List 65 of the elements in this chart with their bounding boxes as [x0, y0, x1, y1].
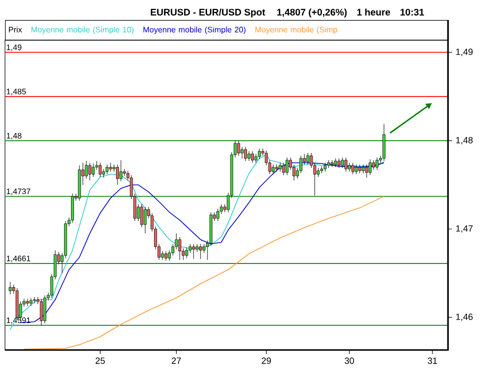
- x-tick-label: 30: [344, 358, 354, 364]
- candlestick: [92, 163, 95, 178]
- candlestick: [161, 250, 164, 260]
- candlestick: [109, 162, 112, 172]
- candlestick: [120, 160, 122, 182]
- candlestick: [382, 124, 386, 162]
- chart-subtitle: 1,4807 (+0,26%): [277, 8, 347, 18]
- candlestick: [116, 164, 119, 186]
- candlestick: [240, 146, 244, 159]
- candlestick: [258, 148, 261, 160]
- ref-line-label: 1,48: [6, 132, 22, 140]
- text: 1 heure: [357, 8, 390, 16]
- candlestick: [88, 162, 92, 181]
- text: 10:31: [400, 8, 424, 16]
- candlestick: [306, 152, 310, 165]
- candlestick: [185, 247, 188, 258]
- ref-line-label: 1,4661: [6, 256, 30, 262]
- y-tick-label: 1,48: [456, 136, 473, 144]
- ref-line-label: 1,485: [6, 88, 26, 96]
- candlestick: [286, 157, 289, 176]
- y-tick-label: 1,47: [456, 225, 473, 233]
- candlestick: [98, 162, 102, 178]
- candlestick: [282, 162, 286, 176]
- candlestick: [71, 193, 74, 224]
- ref-line-label: 1,4737: [6, 188, 30, 196]
- x-tick-label: 31: [428, 358, 437, 364]
- y-axis-title: Prix: [8, 26, 22, 32]
- candlestick: [26, 298, 29, 306]
- ref-line-label: 1,49: [6, 44, 22, 52]
- candlestick: [244, 146, 247, 162]
- text: Moyenne mobile (Simple 10): [32, 26, 134, 34]
- text: Moyenne mobile (Simp: [255, 26, 338, 34]
- candlestick: [351, 162, 354, 174]
- candlestick: [372, 160, 376, 170]
- chart-title: EURUSD - EUR/USD Spot: [150, 8, 266, 18]
- candlestick: [164, 250, 168, 262]
- candlestick: [338, 158, 340, 168]
- candlestick: [106, 164, 109, 174]
- candlestick: [248, 151, 250, 162]
- candlestick: [178, 236, 182, 260]
- candlestick: [272, 164, 275, 174]
- candlestick: [376, 157, 379, 170]
- x-tick-label: 29: [262, 358, 271, 364]
- x-tick-label: 25: [96, 358, 105, 364]
- candlestick: [251, 151, 254, 164]
- y-tick-label: 1,46: [456, 314, 473, 322]
- candlestick: [365, 164, 368, 178]
- candlestick: [368, 158, 372, 176]
- candlestick: [341, 157, 344, 168]
- candlestick: [84, 160, 88, 179]
- y-tick-label: 1,49: [456, 48, 473, 56]
- candlestick: [192, 244, 196, 260]
- candlestick: [216, 208, 220, 222]
- candlestick: [43, 294, 46, 324]
- candlestick: [344, 157, 348, 172]
- candlestick: [8, 282, 12, 295]
- candlestick: [330, 160, 334, 168]
- candlestick: [199, 244, 202, 260]
- candlestick: [237, 140, 240, 156]
- candlestick: [30, 298, 32, 306]
- candlestick: [40, 298, 43, 326]
- text: Moyenne mobile (Simple 20): [143, 26, 246, 34]
- candlestick: [144, 206, 147, 234]
- x-tick-label: 27: [172, 358, 181, 364]
- candlestick: [354, 164, 358, 174]
